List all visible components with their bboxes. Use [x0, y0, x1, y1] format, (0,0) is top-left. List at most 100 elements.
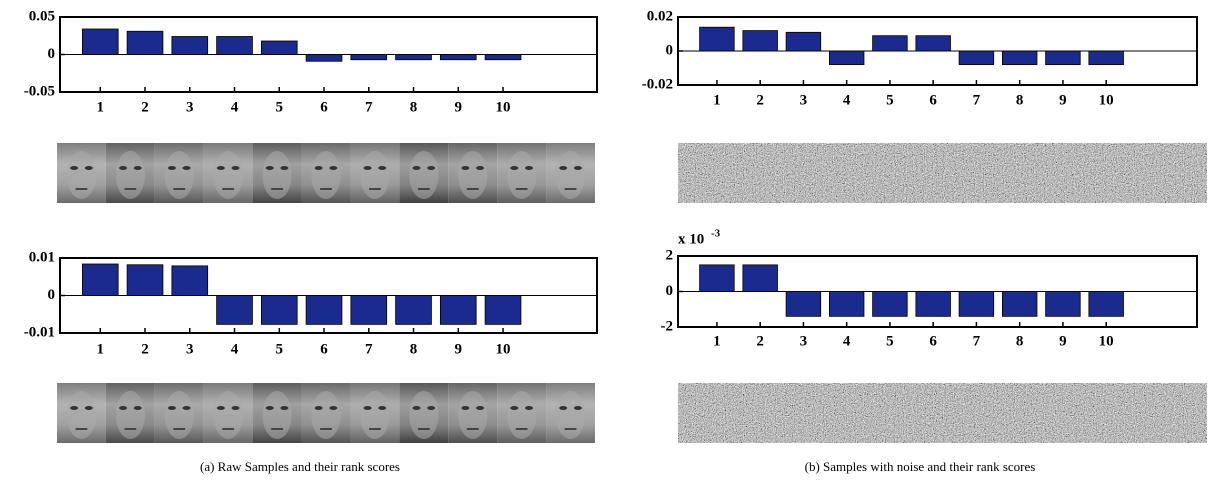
eye: [231, 406, 240, 410]
eye: [363, 406, 372, 410]
x-tick-label: 9: [1059, 333, 1067, 349]
bar: [81, 28, 119, 55]
face-oval: [409, 391, 439, 439]
x-tick-label: 6: [320, 99, 328, 115]
eye: [329, 166, 338, 170]
face-oval: [262, 391, 292, 439]
bar: [439, 54, 477, 61]
x-tick-label: 2: [756, 92, 764, 108]
noisy-face: [1014, 383, 1063, 443]
axes-frame: [59, 257, 598, 334]
bar: [958, 291, 995, 317]
face-oval: [409, 151, 439, 199]
bar: [785, 291, 822, 317]
y-tick-label: -0.01: [24, 324, 55, 340]
x-tick-label: 3: [800, 92, 808, 108]
bar: [81, 263, 119, 296]
axes-frame: [677, 16, 1198, 86]
noisy-face: [822, 383, 871, 443]
eye: [280, 166, 289, 170]
x-tick-label: 5: [276, 341, 284, 357]
noisy-face: [1158, 143, 1207, 203]
bar: [828, 50, 865, 65]
x-tick-label: 10: [1099, 92, 1114, 108]
face-oval: [66, 151, 97, 199]
face-oval: [311, 151, 341, 199]
noisy-face: [1110, 143, 1159, 203]
x-tick-label: 2: [756, 333, 764, 349]
axis-multiplier: x 10: [678, 231, 704, 247]
eye: [476, 166, 485, 170]
x-tick-label: 4: [231, 341, 239, 357]
eye: [133, 406, 142, 410]
axes-frame: [59, 16, 598, 93]
bar: [350, 295, 388, 325]
face-oval: [506, 151, 537, 199]
bar: [1088, 50, 1124, 65]
x-tick-label: 6: [320, 341, 328, 357]
bar: [484, 54, 522, 61]
bar: [1001, 291, 1038, 317]
x-tick-label: 8: [1016, 333, 1024, 349]
eye: [231, 166, 240, 170]
axes-frame: [677, 255, 1198, 328]
x-tick-label: 5: [886, 333, 894, 349]
noisy-face: [918, 143, 967, 203]
eye: [167, 406, 176, 410]
y-tick-label: 0: [48, 46, 56, 62]
eye: [265, 406, 274, 410]
eye: [182, 406, 191, 410]
eye: [84, 166, 93, 170]
face-oval: [458, 391, 488, 439]
caption: (b) Samples with noise and their rank sc…: [805, 459, 1036, 474]
bar: [439, 295, 477, 325]
x-tick-label: 7: [973, 333, 981, 349]
bar: [484, 295, 522, 325]
noisy-face: [966, 143, 1015, 203]
x-tick-label: 6: [929, 92, 937, 108]
face-oval: [555, 391, 586, 439]
bar: [828, 291, 865, 317]
eye: [314, 406, 323, 410]
face-oval: [458, 151, 488, 199]
noisy-face: [678, 143, 727, 203]
x-tick-label: 10: [496, 341, 511, 357]
y-tick-label: 2: [666, 247, 674, 263]
y-tick-label: 0: [666, 42, 674, 58]
noisy-face: [726, 383, 775, 443]
y-tick-label: 0.05: [29, 8, 55, 24]
y-tick-label: -2: [661, 318, 674, 334]
x-tick-label: 2: [141, 341, 149, 357]
x-tick-label: 4: [231, 99, 239, 115]
eye: [510, 166, 519, 170]
x-tick-label: 7: [973, 92, 981, 108]
x-tick-label: 10: [496, 99, 511, 115]
bar: [216, 36, 253, 55]
eye: [559, 406, 568, 410]
face-oval: [164, 391, 194, 439]
x-tick-label: 3: [186, 99, 194, 115]
x-tick-label: 3: [186, 341, 194, 357]
bar: [742, 264, 778, 292]
noisy-face: [1062, 143, 1111, 203]
caption: (a) Raw Samples and their rank scores: [200, 459, 400, 474]
noisy-face: [918, 383, 967, 443]
bar: [742, 30, 778, 52]
bar: [872, 35, 908, 52]
eye: [573, 166, 582, 170]
x-tick-label: 3: [800, 333, 808, 349]
bar: [260, 40, 298, 55]
x-tick-label: 7: [365, 341, 373, 357]
x-tick-label: 8: [410, 99, 418, 115]
x-tick-label: 10: [1099, 333, 1114, 349]
bar: [1001, 50, 1038, 65]
bar: [260, 295, 298, 325]
face-oval: [555, 151, 586, 199]
x-tick-label: 6: [929, 333, 937, 349]
eye: [378, 406, 387, 410]
bar: [350, 54, 388, 61]
bar: [305, 54, 343, 62]
bar: [126, 264, 164, 296]
eye: [119, 406, 128, 410]
